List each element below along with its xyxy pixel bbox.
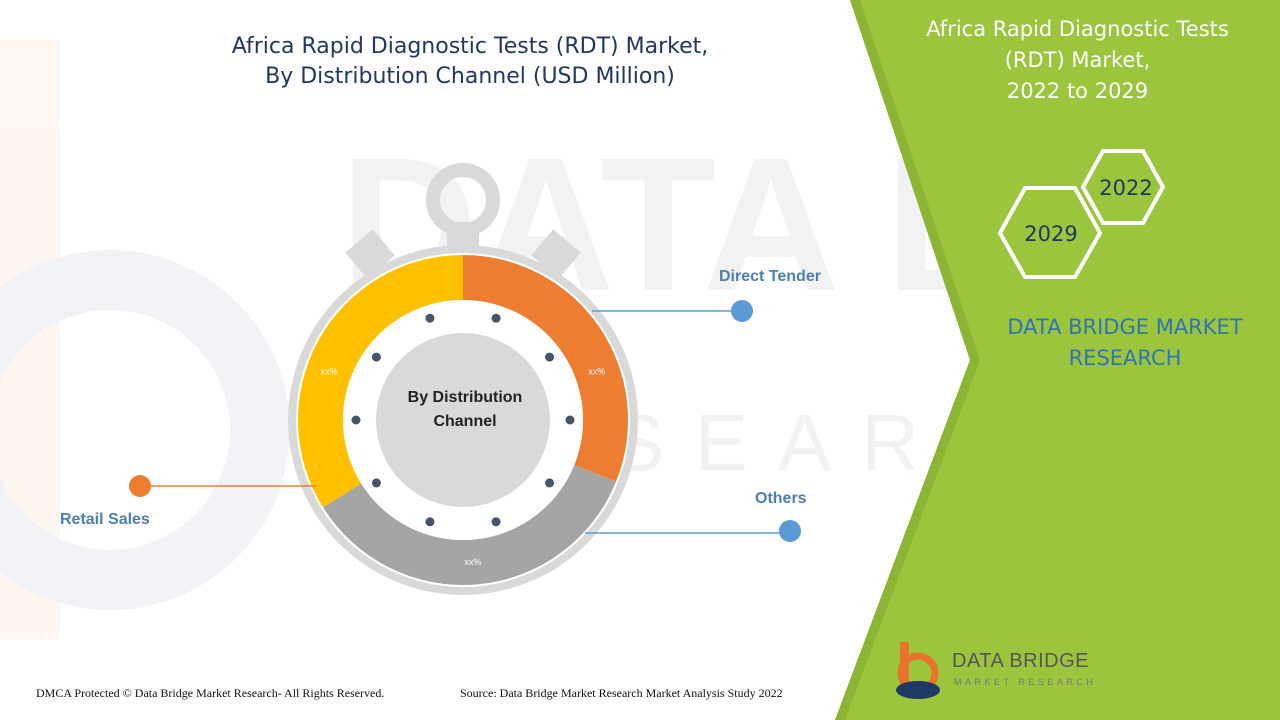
footer-copyright: DMCA Protected © Data Bridge Market Rese… [36, 686, 385, 700]
slice-label-others: xx% [464, 557, 481, 567]
logo-name: DATA BRIDGE [952, 650, 1090, 672]
dial-dot [545, 352, 555, 362]
center-label-line-2: Channel [433, 413, 497, 430]
center-label-line-1: By Distribution [407, 389, 523, 406]
side-panel-title-line-1: Africa Rapid Diagnostic Tests [926, 17, 1229, 41]
green-panel [835, 0, 1280, 720]
legend-label-others: Others [755, 490, 807, 507]
dial-dot [545, 478, 555, 488]
slice-retail-sales [297, 255, 463, 508]
side-panel-title-line-3: 2022 to 2029 [1006, 79, 1149, 103]
dial-dot [425, 313, 435, 323]
dial-dot [371, 478, 381, 488]
hexagon-2022 [1080, 149, 1166, 225]
dial-dots [351, 313, 575, 527]
side-panel-title: Africa Rapid Diagnostic Tests (RDT) Mark… [905, 14, 1250, 107]
legend-label-direct-tender: Direct Tender [719, 268, 821, 285]
legend-label-retail-sales: Retail Sales [60, 511, 150, 528]
brand-name-line-2: RESEARCH [1068, 346, 1182, 370]
year-2022-text: 2022 [1099, 176, 1152, 200]
year-2029-text: 2029 [1024, 222, 1077, 246]
brand-name: DATA BRIDGE MARKET RESEARCH [985, 312, 1265, 374]
dial-dot [491, 313, 501, 323]
logo-tagline: MARKET RESEARCH [954, 677, 1097, 687]
green-panel-shadow [835, 0, 980, 720]
center-circle [376, 333, 550, 507]
center-label: By Distribution Channel [385, 386, 545, 434]
dial-dot [371, 352, 381, 362]
stopwatch-crown [345, 163, 581, 279]
slice-others [323, 464, 616, 585]
dial-dot [565, 415, 575, 425]
donut-slices: xx% xx% xx% [297, 255, 628, 585]
slice-label-direct-tender: xx% [588, 366, 605, 376]
side-panel-title-line-2: (RDT) Market, [1004, 48, 1151, 72]
brand-name-line-1: DATA BRIDGE MARKET [1007, 315, 1243, 339]
direct-tender-marker [731, 300, 753, 322]
chart-title-line-2: By Distribution Channel (USD Million) [265, 64, 675, 89]
slice-label-retail-sales: xx% [321, 366, 338, 376]
footer-source: Source: Data Bridge Market Research Mark… [460, 686, 783, 700]
chart-title: Africa Rapid Diagnostic Tests (RDT) Mark… [190, 32, 750, 92]
slice-direct-tender [463, 255, 628, 482]
chart-title-line-1: Africa Rapid Diagnostic Tests (RDT) Mark… [231, 34, 709, 59]
others-marker [779, 520, 801, 542]
dial-dot [351, 415, 361, 425]
dial-dot [491, 517, 501, 527]
retail-sales-marker [129, 475, 151, 497]
hexagon-2029 [997, 186, 1103, 279]
dial-dot [425, 517, 435, 527]
